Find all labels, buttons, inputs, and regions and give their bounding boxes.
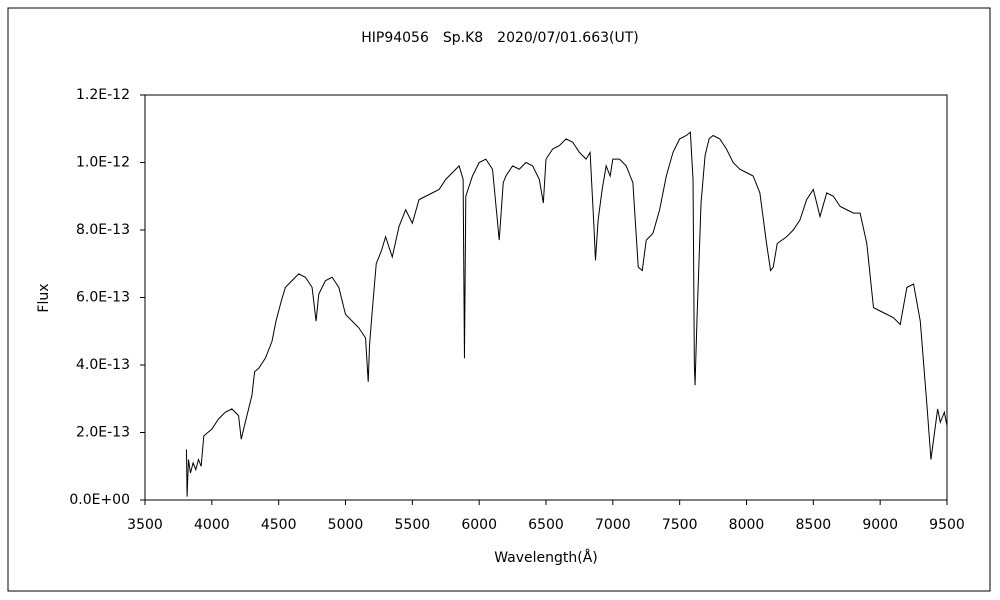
- x-tick-label: 4500: [261, 517, 297, 533]
- y-tick-label: 4.0E-13: [76, 357, 130, 373]
- y-tick-label: 1.2E-12: [76, 87, 130, 103]
- y-tick-label: 1.0E-12: [76, 155, 130, 171]
- x-tick-label: 8500: [796, 517, 832, 533]
- x-tick-label: 7500: [662, 517, 698, 533]
- x-axis-label: Wavelength(Å): [494, 549, 598, 566]
- y-tick-label: 0.0E+00: [69, 492, 130, 508]
- x-tick-label: 4000: [194, 517, 230, 533]
- x-tick-label: 9500: [929, 517, 965, 533]
- y-tick-label: 8.0E-13: [76, 222, 130, 238]
- x-tick-label: 6500: [528, 517, 564, 533]
- frame: [7, 7, 991, 592]
- x-tick-label: 6000: [461, 517, 497, 533]
- y-tick-label: 6.0E-13: [76, 290, 130, 306]
- x-tick-label: 5000: [328, 517, 364, 533]
- spectrum-line: [185, 131, 948, 497]
- y-axis-label: Flux: [36, 283, 52, 312]
- y-tick-label: 2.0E-13: [76, 425, 130, 441]
- x-tick-label: 7000: [595, 517, 631, 533]
- x-tick-label: 3500: [127, 517, 163, 533]
- x-tick-label: 5500: [395, 517, 431, 533]
- x-tick-label: 8000: [729, 517, 765, 533]
- chart-title: HIP94056 Sp.K8 2020/07/01.663(UT): [361, 30, 639, 46]
- x-tick-label: 9000: [862, 517, 898, 533]
